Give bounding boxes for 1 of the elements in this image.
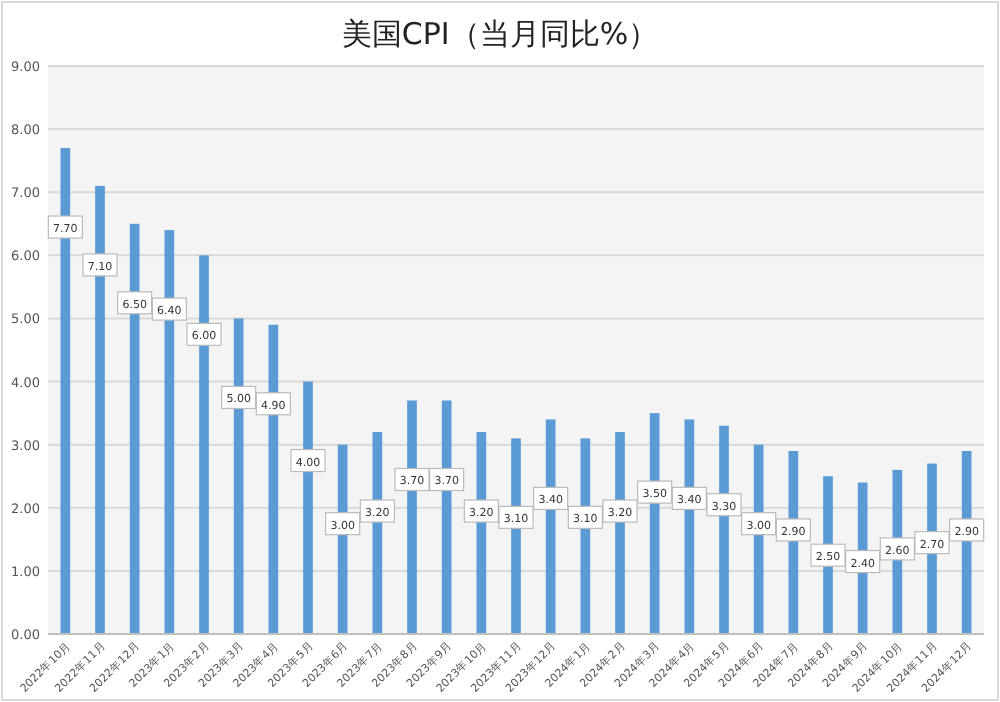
chart-title: 美国CPI（当月同比%） (341, 16, 659, 52)
